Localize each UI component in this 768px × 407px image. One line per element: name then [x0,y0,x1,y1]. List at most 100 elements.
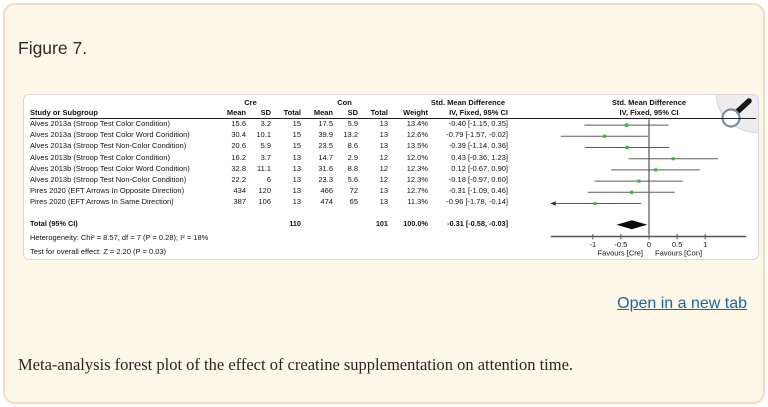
effect-marker [671,157,675,161]
x-tick-label: 0.5 [672,240,682,249]
cell-sd_con: 72 [349,186,358,196]
total-label: Total (95% CI) [30,218,78,228]
group-header-spacer [30,98,200,108]
cell-total_cre: 13 [292,174,301,184]
cell-sd_con: 5.6 [347,174,358,184]
forest-table: Cre Con Std. Mean Difference Study or Su… [30,98,508,229]
cell-total_cre: 13 [292,152,301,162]
cell-total_con: 12 [379,152,388,162]
col-header-sd-cre: SD [260,108,271,117]
cell-sd_cre: 11.1 [256,163,271,173]
column-header-row: Study or Subgroup Mean SD Total Mean SD … [30,108,508,118]
cell-total_con: 12 [379,163,388,173]
total-n-con: 101 [375,218,388,228]
x-tick-label: 1 [703,240,707,249]
cell-total_cre: 13 [292,197,301,207]
cell-effect: 0.43 [-0.36, 1.23] [451,152,508,162]
figure-card: Figure 7. Cre Con Std. Mean Difference S… [3,3,765,404]
cell-weight: 12.0% [406,152,428,162]
col-header-mean-con: Mean [313,108,333,117]
col-header-weight: Weight [403,108,428,117]
cell-study: Alves 2013b (Stroop Test Color Word Cond… [30,163,190,173]
cell-sd_cre: 120 [258,186,271,196]
cell-effect: -0.96 [-1.78, -0.14] [446,197,508,207]
figure-caption: Meta-analysis forest plot of the effect … [18,355,574,374]
cell-study: Alves 2013a (Stroop Test Color Condition… [30,119,170,128]
col-header-study: Study or Subgroup [30,108,98,117]
heterogeneity-note: Heterogeneity: Chi² = 8.57, df = 7 (P = … [30,233,209,242]
cell-mean_con: 466 [320,186,333,196]
cell-total_con: 12 [379,174,388,184]
cell-effect: -0.18 [-0.97, 0.60] [448,174,508,184]
open-new-tab-link[interactable]: Open in a new tab [617,295,747,312]
cell-mean_con: 474 [320,197,333,207]
cell-study: Pires 2020 (EFT Arrows In Same Direction… [30,197,174,207]
overall-effect-note: Test for overall effect: Z = 2.20 (P = 0… [30,246,167,256]
col-header-total-con: Total [370,108,388,117]
effect-marker [602,134,607,138]
plot-header-line2: IV, Fixed, 95% CI [619,108,679,117]
cell-sd_con: 8.6 [347,141,358,151]
table-spacer [30,208,508,218]
plot-header-line1: Std. Mean Difference [611,98,687,107]
table-row: Pires 2020 (EFT Arrows In Same Direction… [30,196,508,207]
total-weight: 100.0% [403,218,428,228]
total-effect: -0.31 [-0.58, -0.03] [447,218,508,228]
cell-total_con: 13 [379,119,388,128]
cell-sd_cre: 3.7 [260,152,271,162]
cell-mean_con: 14.7 [318,152,333,162]
cell-weight: 12.6% [406,130,428,140]
cell-study: Pires 2020 (EFT Arrows In Opposite Direc… [30,186,185,196]
table-row: Alves 2013a (Stroop Test Color Word Cond… [30,129,508,140]
table-row: Alves 2013b (Stroop Test Non-Color Condi… [30,174,508,185]
effect-marker [637,179,641,183]
effect-marker [624,123,629,127]
cell-sd_con: 13.2 [343,130,358,140]
cell-sd_cre: 3.2 [260,119,271,128]
col-header-ci: IV, Fixed, 95% CI [449,108,508,117]
group-header-spacer-2 [388,98,428,108]
empty-cell [301,218,333,229]
cell-mean_cre: 20.6 [231,141,246,151]
cell-mean_cre: 15.6 [231,119,246,128]
group-header-smd: Std. Mean Difference [430,98,506,107]
cell-sd_con: 65 [349,197,358,207]
group-header-con: Con [337,98,352,107]
cell-total_con: 13 [379,197,388,207]
magnifier-icon [721,98,752,128]
table-row: Alves 2013a (Stroop Test Color Condition… [30,118,508,129]
cell-total_cre: 13 [292,163,301,173]
cell-total_cre: 15 [292,130,301,140]
cell-effect: -0.31 [-1.09, 0.46] [448,186,508,196]
cell-weight: 13.5% [406,141,428,151]
x-tick-label: 0 [647,240,651,249]
effect-marker [629,190,634,194]
figure-label: Figure 7. [18,38,88,58]
ci-arrow-left [550,201,556,206]
cell-total_cre: 13 [292,186,301,196]
favours-right-label: Favours [Con] [655,249,702,258]
cell-mean_con: 31.6 [318,163,333,173]
cell-sd_cre: 106 [258,197,271,207]
cell-weight: 12.3% [406,163,428,173]
cell-effect: -0.40 [-1.15, 0.35] [448,119,508,128]
effect-marker [625,145,629,150]
forest-table-body: Alves 2013a (Stroop Test Color Condition… [30,118,508,208]
group-header-cre: Cre [244,98,257,107]
col-header-mean-cre: Mean [226,108,246,117]
cell-sd_con: 5.9 [347,119,358,128]
cell-study: Alves 2013a (Stroop Test Color Word Cond… [30,130,190,140]
cell-study: Alves 2013b (Stroop Test Color Condition… [30,152,170,162]
pooled-diamond [616,220,648,230]
figure-panel[interactable]: Cre Con Std. Mean Difference Study or Su… [23,94,759,260]
cell-mean_cre: 22.2 [231,174,246,184]
header-rule [30,118,756,120]
cell-mean_cre: 32.8 [231,163,246,173]
table-row: Pires 2020 (EFT Arrows In Opposite Direc… [30,185,508,196]
effect-marker [654,168,658,172]
cell-total_con: 13 [379,130,388,140]
cell-mean_con: 23.5 [318,141,333,151]
cell-sd_cre: 6 [266,174,271,184]
cell-mean_con: 39.9 [318,130,333,140]
zoom-figure-button[interactable] [716,95,758,133]
